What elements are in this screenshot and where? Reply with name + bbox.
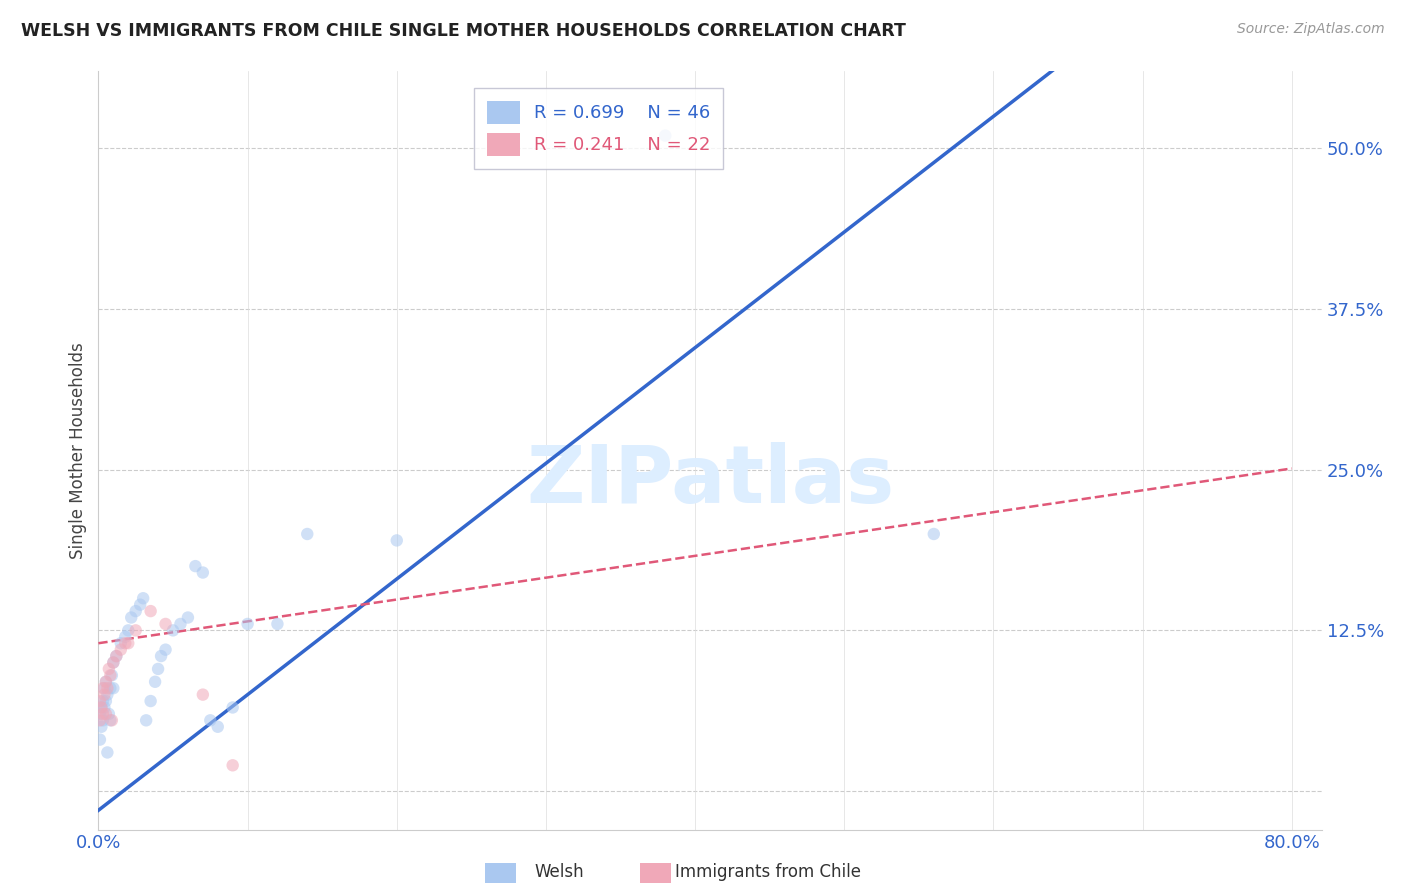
Point [297,527,319,541]
Point [221,700,243,714]
Point [139,694,162,708]
Point [146,662,169,676]
Point [91,706,114,721]
Point [129,598,152,612]
Point [90,720,112,734]
Point [93,681,115,696]
Point [125,624,148,638]
Point [191,566,214,580]
Point [117,624,139,638]
Point [94,674,117,689]
Point [125,604,148,618]
Point [98,668,121,682]
Point [236,616,259,631]
Point [922,527,945,541]
Text: Immigrants from Chile: Immigrants from Chile [675,863,860,881]
Point [98,714,121,728]
Point [184,559,207,574]
Point [90,700,112,714]
Point [200,714,222,728]
Point [94,694,117,708]
Point [89,694,111,708]
Point [101,668,124,682]
Point [94,674,117,689]
Text: ZIPatlas: ZIPatlas [526,442,894,520]
Point [114,636,136,650]
Point [132,591,155,606]
Point [96,688,118,702]
Point [93,688,115,702]
Point [117,636,139,650]
Y-axis label: Single Mother Households: Single Mother Households [69,343,87,558]
Point [94,706,117,721]
Point [150,649,173,664]
Point [91,681,114,696]
Point [191,688,214,702]
Point [155,642,177,657]
Point [97,706,120,721]
Point [89,714,111,728]
Point [221,758,243,772]
Text: Source: ZipAtlas.com: Source: ZipAtlas.com [1237,22,1385,37]
Point [89,706,111,721]
Point [96,746,118,760]
Point [162,624,184,638]
Point [135,714,157,728]
Point [103,656,125,670]
Point [110,636,132,650]
Point [385,533,408,548]
Point [96,681,118,696]
Point [120,610,142,624]
Point [98,681,121,696]
Point [139,604,162,618]
Point [105,649,128,664]
Point [169,616,191,631]
Point [91,714,114,728]
Point [207,720,229,734]
Point [101,714,124,728]
Point [177,610,200,624]
Point [143,674,166,689]
Point [93,700,115,714]
Point [91,694,114,708]
Point [103,681,125,696]
Point [103,656,125,670]
Point [110,642,132,657]
Point [89,732,111,747]
Text: WELSH VS IMMIGRANTS FROM CHILE SINGLE MOTHER HOUSEHOLDS CORRELATION CHART: WELSH VS IMMIGRANTS FROM CHILE SINGLE MO… [21,22,905,40]
Text: Welsh: Welsh [534,863,583,881]
Point [654,128,676,143]
Point [114,630,136,644]
Point [90,700,112,714]
Point [97,662,120,676]
Point [266,616,288,631]
Legend: R = 0.699    N = 46, R = 0.241    N = 22: R = 0.699 N = 46, R = 0.241 N = 22 [474,88,723,169]
Point [105,649,128,664]
Point [155,616,177,631]
